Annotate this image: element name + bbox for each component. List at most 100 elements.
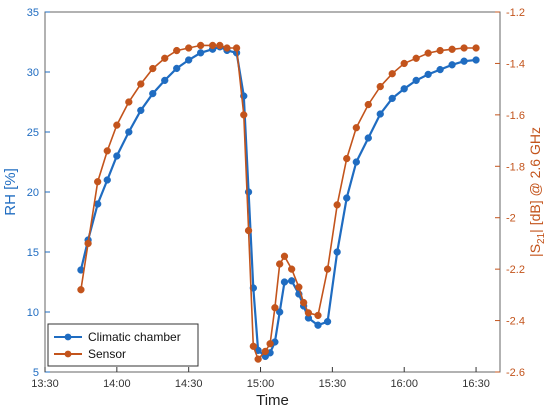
data-point [223,44,231,52]
data-point [288,277,296,285]
data-point [343,154,351,163]
data-point [103,147,111,155]
data-point [333,201,341,209]
plot-area [44,11,501,373]
data-point [424,49,432,57]
x-tick-label: 15:00 [247,378,275,390]
right-tick-label: -2.4 [506,316,525,328]
data-point [388,70,396,78]
tick-marks [44,11,500,373]
data-point [412,76,420,85]
data-point [460,57,468,65]
right-tick-label: -2.6 [506,367,525,379]
data-point [448,45,456,53]
left-tick-label: 10 [27,307,39,319]
data-point [77,286,85,294]
data-point [125,98,133,106]
x-tick-label: 15:30 [319,378,347,390]
x-axis-ticks: 13:30 14:00 14:30 15:00 15:30 16:00 16:30 [31,378,490,390]
data-point [352,158,360,166]
data-point [276,260,284,268]
data-point [216,41,224,50]
data-point [173,46,181,55]
data-point [323,265,332,273]
legend-swatch-marker [64,350,72,358]
data-point [436,46,444,55]
legend-item: Climatic chamber [54,330,181,344]
data-point [304,309,313,317]
data-point [103,176,111,184]
data-point [280,252,289,260]
left-axis-ticks: 5 10 15 20 25 30 35 [27,7,39,379]
data-point [137,80,145,88]
legend-label: Sensor [88,347,126,361]
data-point [161,76,169,85]
data-point [412,54,420,62]
series-layer [77,41,480,363]
data-point [94,178,102,186]
left-axis-label: RH [%] [2,168,19,216]
data-point [149,89,157,98]
data-point [436,65,444,74]
data-point [137,106,145,115]
data-point [208,41,217,50]
data-point [266,340,274,348]
data-point [197,49,205,57]
data-point [271,304,279,312]
x-tick-label: 16:00 [390,378,418,390]
data-point [343,194,351,202]
left-tick-label: 35 [27,7,39,19]
data-point [364,134,372,142]
data-point [249,342,257,350]
data-point [280,278,289,286]
right-tick-label: -1.8 [506,161,525,173]
data-point [295,283,303,291]
data-point [84,239,92,248]
data-point [173,64,181,73]
legend: Climatic chamber Sensor [47,323,199,367]
legend-swatch-marker [64,333,72,341]
data-point [472,44,480,52]
data-point [185,56,193,64]
data-point [276,308,284,316]
left-tick-label: 30 [27,67,39,79]
data-point [232,44,241,52]
right-axis-ticks: -2.6 -2.4 -2.2 -2 -1.8 -1.6 -1.4 -1.2 [506,7,525,379]
data-point [424,70,432,79]
data-point [261,347,269,356]
data-point [323,317,332,326]
data-point [299,298,308,307]
x-tick-label: 14:00 [103,378,131,390]
x-tick-label: 16:30 [462,378,490,390]
data-point [240,111,248,119]
data-point [376,82,384,91]
data-point [333,248,341,256]
legend-label: Climatic chamber [88,330,181,344]
data-point [113,121,121,129]
left-tick-label: 25 [27,127,39,139]
data-point [125,128,133,136]
data-point [197,41,205,50]
right-tick-label: -1.2 [506,7,525,19]
legend-box [47,323,199,367]
data-point [149,64,157,73]
data-point [161,54,169,62]
right-tick-label: -2 [506,213,516,225]
left-tick-label: 5 [33,367,39,379]
data-point [314,311,322,320]
left-tick-label: 20 [27,187,39,199]
legend-item: Sensor [54,347,126,361]
data-point [352,124,360,132]
data-point [400,85,408,93]
right-tick-label: -1.4 [506,58,525,70]
data-point [448,61,456,69]
data-point [244,226,253,235]
right-tick-label: -2.2 [506,264,525,276]
data-point [376,110,384,118]
data-point [113,152,121,160]
data-point [400,59,408,68]
left-tick-label: 15 [27,247,39,259]
data-point [388,94,396,103]
x-tick-label: 14:30 [175,378,203,390]
